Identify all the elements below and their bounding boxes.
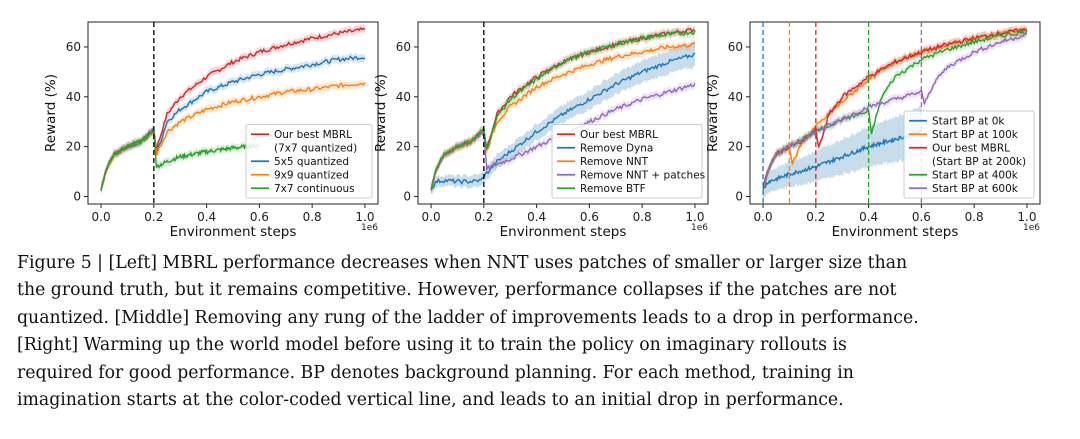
legend-box <box>551 124 703 199</box>
caption-line: the ground truth, but it remains competi… <box>17 280 897 301</box>
x-multiplier: 1e6 <box>691 223 708 233</box>
x-tick-label: 0.8 <box>633 210 652 224</box>
caption-line: [Right] Warming up the world model befor… <box>17 335 847 356</box>
series-band-5 <box>763 29 1027 192</box>
legend-label-1: Our best MBRL <box>580 129 658 141</box>
series-line-4 <box>100 130 260 191</box>
x-multiplier: 1e6 <box>361 223 378 233</box>
x-tick-label: 1.0 <box>1017 210 1036 224</box>
legend-label-3: 9x9 quantized <box>274 170 349 182</box>
legend-label-4: 7x7 continuous <box>274 183 355 195</box>
legend-label-2: 5x5 quantized <box>274 156 349 168</box>
x-axis-label: Environment steps <box>500 224 627 240</box>
y-tick-label: 20 <box>66 140 81 154</box>
series-line-2 <box>431 52 696 190</box>
series-band-1 <box>763 105 922 199</box>
x-tick-label: 0.6 <box>912 210 931 224</box>
x-tick-label: 0.0 <box>422 210 441 224</box>
legend-label-1: Start BP at 0k <box>932 116 1005 128</box>
series-band-3 <box>763 24 1027 192</box>
x-tick-label: 0.4 <box>527 210 546 224</box>
y-tick-label: 0 <box>735 190 743 204</box>
x-tick-label: 0.8 <box>965 210 984 224</box>
y-tick-label: 40 <box>66 90 81 104</box>
series-line-2 <box>100 55 366 191</box>
figure-panels: 0 20 40 60 0.0 0.2 0.4 0.6 0.8 1.0 1e6 Environment … <box>43 21 1041 240</box>
x-tick-label: 0.4 <box>859 210 878 224</box>
x-tick-label: 0.8 <box>303 210 322 224</box>
legend-label-1: Our best MBRL <box>274 129 352 141</box>
legend-label-2: Remove Dyna <box>580 143 653 155</box>
plot-area <box>762 22 1028 204</box>
caption-line: required for good performance. BP denote… <box>17 362 854 383</box>
x-axis-label: Environment steps <box>832 224 959 240</box>
y-tick-label: 0 <box>403 190 411 204</box>
x-tick-label: 1.0 <box>685 210 704 224</box>
y-tick-label: 40 <box>396 90 411 104</box>
y-axis-label: Reward (%) <box>705 74 721 152</box>
caption-line: quantized. [Middle] Removing any rung of… <box>17 307 919 328</box>
legend-label-5: Start BP at 600k <box>932 183 1019 195</box>
x-tick-label: 0.2 <box>474 210 493 224</box>
y-tick-label: 60 <box>66 40 81 54</box>
y-axis-label: Reward (%) <box>43 74 59 152</box>
plot-area <box>100 22 366 204</box>
x-tick-label: 0.4 <box>197 210 216 224</box>
x-multiplier: 1e6 <box>1023 223 1040 233</box>
y-axis-label: Reward (%) <box>373 74 389 152</box>
y-tick-label: 20 <box>728 140 743 154</box>
legend-label-3: Our best MBRL <box>932 143 1010 155</box>
y-tick-label: 60 <box>396 40 411 54</box>
legend-label-1-line2: (7x7 quantized) <box>274 143 357 155</box>
caption-line: imagination starts at the color-coded ve… <box>17 390 844 411</box>
legend-box <box>903 110 1035 199</box>
x-axis-label: Environment steps <box>170 224 297 240</box>
legend-label-4: Start BP at 400k <box>932 170 1019 182</box>
y-tick-label: 60 <box>728 40 743 54</box>
series-line-1 <box>762 129 922 189</box>
legend-label-4: Remove NNT + patches <box>580 170 705 182</box>
series-line-5 <box>762 32 1028 188</box>
series-line-5 <box>430 29 696 189</box>
x-tick-label: 1.0 <box>355 210 374 224</box>
x-tick-label: 0.6 <box>580 210 599 224</box>
legend-box <box>245 124 373 199</box>
series-band-5 <box>431 26 695 193</box>
figure-caption: Figure 5 | [Left] MBRL performance decre… <box>17 250 1063 414</box>
x-tick-label: 0.2 <box>144 210 163 224</box>
x-tick-label: 0.6 <box>250 210 269 224</box>
x-tick-label: 0.2 <box>806 210 825 224</box>
caption-line: Figure 5 | [Left] MBRL performance decre… <box>17 253 908 273</box>
y-tick-label: 40 <box>728 90 743 104</box>
series-band-4 <box>101 127 260 195</box>
y-tick-label: 0 <box>73 190 81 204</box>
legend-label-2: Start BP at 100k <box>932 129 1019 141</box>
legend-label-3-line2: (Start BP at 200k) <box>932 156 1026 168</box>
y-tick-label: 20 <box>396 140 411 154</box>
series-band-2 <box>431 40 695 194</box>
x-tick-label: 0.0 <box>92 210 111 224</box>
legend-label-3: Remove NNT <box>580 156 649 168</box>
x-tick-label: 0.0 <box>754 210 773 224</box>
legend-label-5: Remove BTF <box>580 183 646 195</box>
